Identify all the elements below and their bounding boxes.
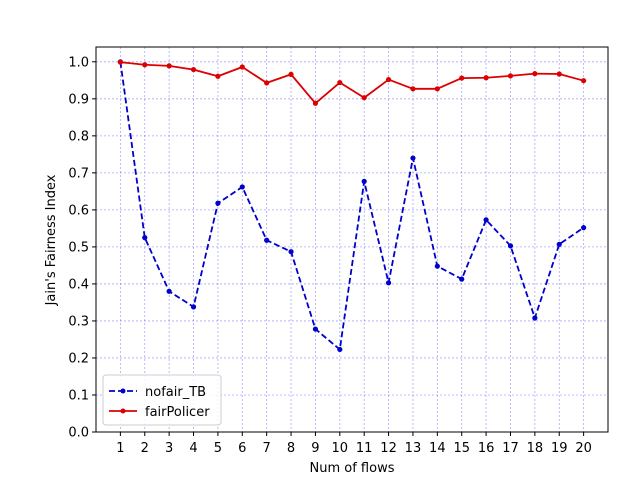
x-tick-label: 20: [575, 441, 592, 456]
data-point: [483, 75, 489, 81]
data-point: [410, 86, 416, 92]
x-tick-label: 4: [189, 441, 197, 456]
data-point: [239, 184, 245, 190]
y-tick-label: 0.5: [68, 240, 89, 255]
series-layer: [117, 59, 587, 353]
y-tick-label: 1.0: [68, 55, 89, 70]
data-point: [142, 235, 148, 241]
data-point: [410, 155, 416, 161]
series-nofair-tb: [117, 59, 587, 353]
data-point: [239, 64, 245, 70]
data-point: [385, 76, 392, 83]
x-tick-label: 16: [478, 441, 495, 456]
y-tick-label: 0.9: [68, 92, 89, 107]
data-point: [215, 200, 221, 206]
data-point: [190, 66, 197, 73]
data-point: [581, 225, 587, 231]
data-point: [288, 71, 294, 77]
y-tick-label: 0.2: [68, 351, 89, 366]
data-point: [581, 78, 587, 84]
data-point: [507, 243, 514, 249]
x-tick-label: 19: [551, 441, 568, 456]
data-point: [361, 178, 367, 184]
data-point: [434, 86, 440, 92]
data-point: [312, 100, 319, 106]
data-point: [556, 71, 562, 77]
data-point: [264, 237, 270, 243]
legend-marker-nofair-tb: [120, 388, 126, 394]
x-tick-label: 7: [263, 441, 271, 456]
data-point: [190, 304, 197, 310]
series-line: [120, 61, 584, 105]
data-point: [166, 63, 172, 69]
data-point: [483, 217, 489, 223]
x-tick-label: 1: [116, 441, 124, 456]
data-point: [288, 249, 294, 255]
data-point: [117, 59, 123, 65]
legend-box: [102, 374, 222, 426]
x-tick-label: 2: [141, 441, 149, 456]
data-point: [532, 71, 538, 77]
y-tick-label: 0.3: [68, 314, 89, 329]
plot-frame: [95, 46, 609, 433]
data-point: [264, 80, 270, 86]
data-point: [459, 276, 465, 282]
x-tick-label: 13: [405, 441, 422, 456]
y-axis: 0.0 0.1 0.2 0.3 0.4 0.5 0.6 0.7 0.8 0.9 1.0: [68, 55, 96, 441]
data-point: [385, 280, 392, 286]
data-point: [337, 346, 343, 353]
x-tick-label: 14: [429, 441, 446, 456]
data-point: [507, 73, 514, 79]
x-tick-label: 9: [311, 441, 319, 456]
data-point: [337, 79, 343, 86]
x-axis: 1 2 3 4 5 6 7 8 9 10 11 12 13 14 15 16 17 18 19 20: [116, 432, 592, 456]
grid-lines: [96, 47, 608, 433]
legend-label-nofair-tb: nofair_TB: [145, 385, 206, 400]
data-point: [532, 315, 538, 321]
legend-label-fairpolicer: fairPolicer: [145, 405, 210, 420]
y-tick-label: 0.1: [68, 388, 89, 403]
x-tick-label: 11: [356, 441, 373, 456]
data-point: [459, 75, 465, 81]
data-point: [142, 62, 148, 68]
y-axis-title: Jain's Fairness Index: [44, 174, 59, 306]
x-tick-label: 17: [502, 441, 519, 456]
data-point: [361, 95, 367, 101]
y-tick-label: 0.0: [68, 426, 89, 441]
y-tick-label: 0.4: [68, 277, 89, 292]
data-point: [434, 263, 440, 269]
series-line: [119, 61, 585, 351]
y-tick-label: 0.7: [68, 166, 89, 181]
y-tick-label: 0.6: [68, 203, 89, 218]
series-fairpolicer: [117, 59, 587, 106]
x-tick-label: 5: [214, 441, 222, 456]
data-point: [312, 326, 319, 332]
data-point: [215, 73, 221, 79]
x-axis-title: Num of flows: [310, 461, 395, 476]
data-point: [556, 241, 562, 247]
y-tick-label: 0.8: [68, 129, 89, 144]
x-tick-label: 12: [380, 441, 397, 456]
x-tick-label: 8: [287, 441, 295, 456]
x-tick-label: 6: [238, 441, 246, 456]
legend-marker-fairpolicer: [120, 408, 126, 414]
x-tick-label: 10: [332, 441, 349, 456]
legend: nofair_TB fairPolicer: [102, 374, 222, 426]
x-tick-label: 18: [527, 441, 544, 456]
x-tick-label: 3: [165, 441, 173, 456]
x-tick-label: 15: [453, 441, 470, 456]
data-point: [166, 288, 172, 294]
